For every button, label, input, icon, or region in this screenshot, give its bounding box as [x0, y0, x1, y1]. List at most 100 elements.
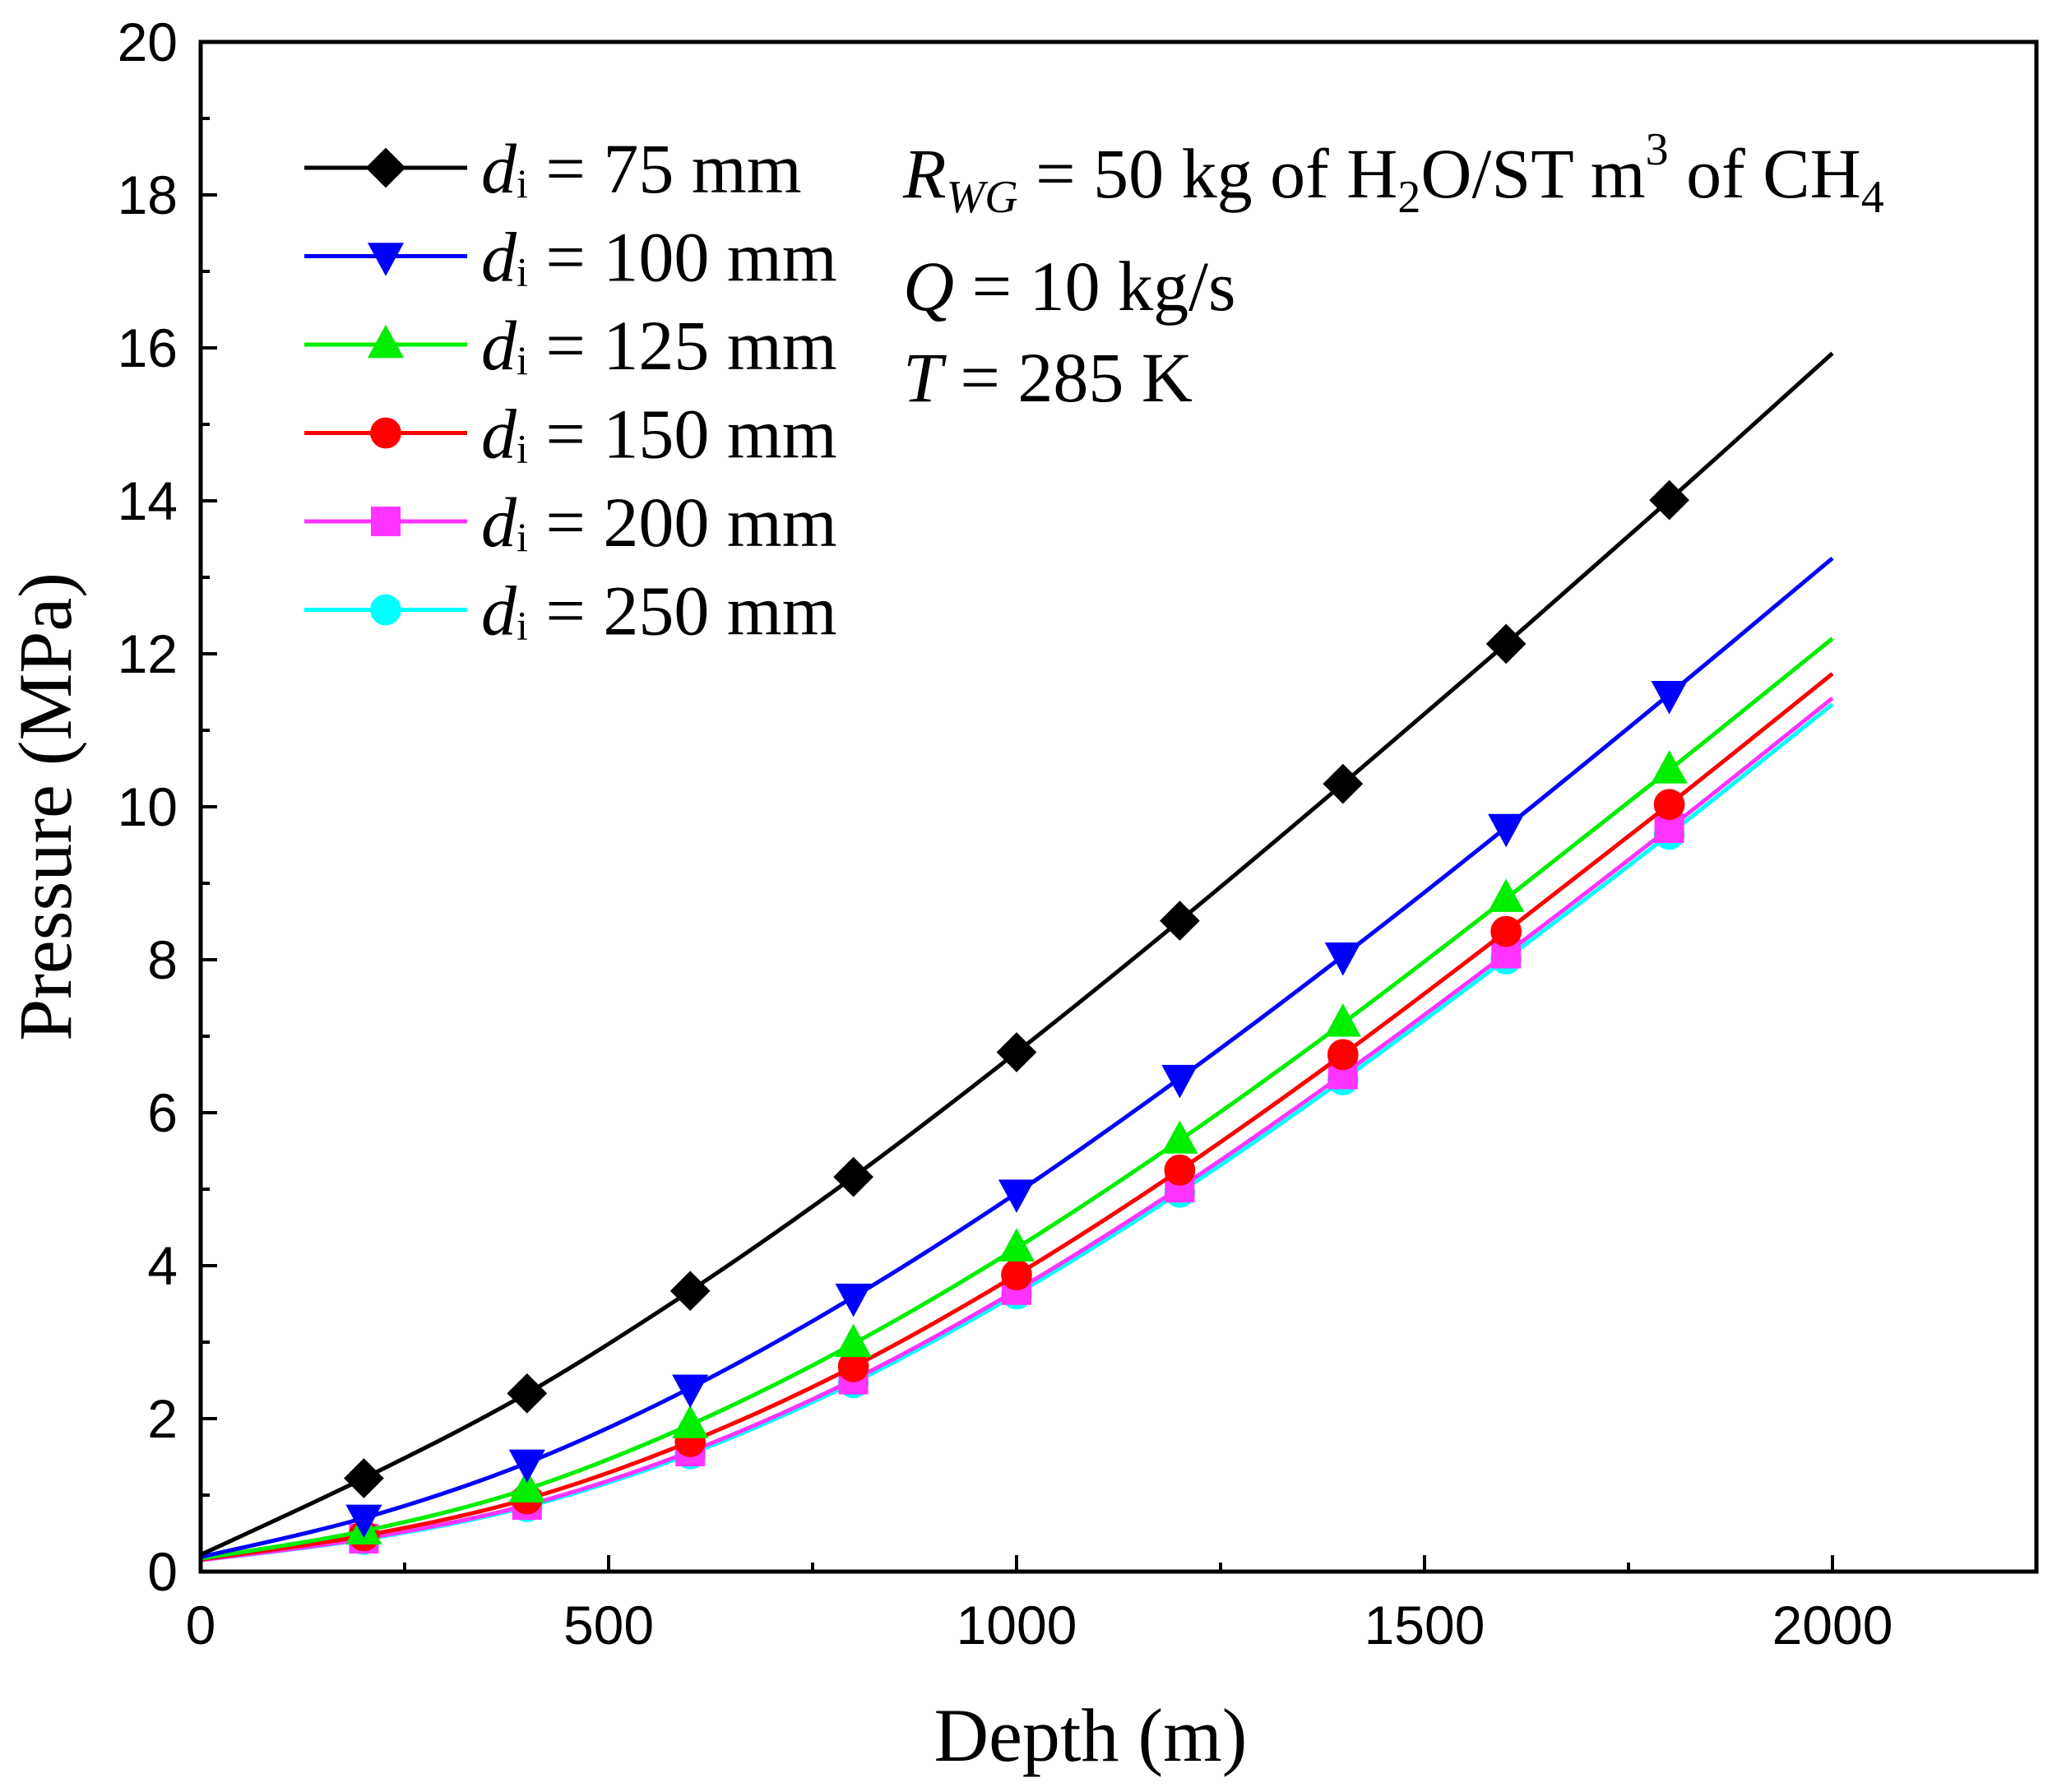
x-tick-label: 1500 [1364, 1595, 1485, 1655]
legend-label-sub: i [517, 160, 528, 206]
x-tick-label: 500 [563, 1595, 654, 1655]
data-point [1651, 680, 1688, 715]
legend-label: di = 100 mm [481, 218, 837, 297]
data-point [1490, 915, 1522, 947]
data-point [1491, 938, 1522, 969]
legend-label-text: = 250 mm [528, 572, 837, 651]
annotation-rwg-var: R [902, 134, 947, 213]
data-point [1324, 1003, 1361, 1037]
annotation-rwg-text1: = 50 kg of H [1018, 134, 1398, 213]
y-tick-label: 18 [118, 164, 178, 225]
data-point [1164, 1154, 1196, 1186]
data-point [672, 1374, 709, 1408]
annotation-rwg: RWG = 50 kg of H2O/ST m3 of CH4 [902, 124, 1884, 223]
annotation-q: Q = 10 kg/s [903, 247, 1235, 326]
legend-item-1: di = 75 mm [304, 129, 802, 208]
y-tick-label: 16 [118, 317, 178, 378]
annotation-t-text: = 285 K [943, 338, 1193, 417]
data-point [1488, 878, 1525, 912]
legend-label-var: d [481, 483, 517, 562]
x-tick-label: 0 [186, 1595, 216, 1655]
series-line [200, 637, 1834, 1561]
annotation-q-text: = 10 kg/s [954, 247, 1235, 326]
legend-swatch-marker [371, 507, 401, 536]
data-point [508, 1449, 545, 1484]
legend-swatch-marker [370, 594, 401, 626]
data-point [1327, 1039, 1359, 1071]
legend-label: di = 125 mm [481, 306, 837, 385]
data-point [1653, 789, 1685, 821]
legend-label-var: d [481, 572, 517, 651]
y-tick-label: 2 [147, 1388, 178, 1449]
data-point [835, 1283, 872, 1317]
data-point [1001, 1259, 1032, 1291]
legend-label-text: = 200 mm [528, 483, 837, 562]
legend-label-var: d [481, 129, 517, 208]
data-point [998, 1179, 1035, 1213]
legend-label-sub: i [517, 514, 528, 560]
data-point [1161, 1120, 1198, 1154]
legend-item-3: di = 125 mm [304, 306, 837, 385]
x-axis-title: Depth (m) [934, 1693, 1248, 1777]
y-tick-label: 14 [118, 470, 178, 531]
legend-item-2: di = 100 mm [304, 218, 837, 297]
ticks-layer: 0 500 1000 1500 2000 0 2 4 6 8 10 12 14 16 18 20 [118, 12, 1893, 1655]
legend-swatch-marker [365, 147, 406, 188]
series-line [199, 351, 1834, 1557]
plot-frame [198, 39, 2039, 1574]
legend-swatch-marker [370, 417, 401, 449]
annotation-q-var: Q [903, 247, 954, 326]
legend-label: di = 250 mm [481, 572, 837, 651]
data-point [1488, 813, 1525, 848]
legend-label-sub: i [517, 337, 528, 383]
data-point [669, 1271, 711, 1312]
annotation-rwg-sub3: 4 [1861, 172, 1884, 223]
legend-label-sub: i [517, 603, 528, 649]
annotation-rwg-sup: 3 [1646, 124, 1669, 175]
series-4 [200, 672, 1834, 1562]
legend-label-var: d [481, 218, 517, 297]
y-tick-label: 20 [118, 12, 178, 72]
series-2 [200, 556, 1834, 1559]
x-tick-label: 1000 [957, 1595, 1077, 1655]
data-point [507, 1373, 548, 1414]
legend-swatch-marker [367, 324, 405, 359]
annotation-rwg-sub2: 2 [1397, 172, 1420, 223]
data-point [345, 1504, 382, 1539]
data-point [1160, 901, 1200, 941]
y-tick-label: 12 [118, 623, 178, 684]
legend-item-4: di = 150 mm [304, 395, 837, 474]
data-point [344, 1458, 384, 1498]
legend-label-sub: i [517, 249, 528, 295]
data-point [1651, 750, 1688, 784]
annotation-rwg-text3: of CH [1669, 134, 1861, 213]
annotation-t-var: T [903, 338, 947, 417]
data-point [996, 1032, 1037, 1072]
y-tick-label: 0 [147, 1541, 178, 1602]
y-tick-label: 6 [147, 1082, 178, 1143]
data-point [1324, 942, 1361, 976]
annotation-t: T = 285 K [903, 338, 1193, 417]
annotation-rwg-sub: WG [947, 172, 1018, 223]
legend-label: di = 200 mm [481, 483, 837, 562]
y-axis-title: Pressure (MPa) [3, 572, 87, 1041]
data-point [508, 1469, 545, 1503]
legend-item-5: di = 200 mm [304, 483, 837, 562]
legend-swatch-marker [367, 243, 405, 276]
conditions-annotation: RWG = 50 kg of H2O/ST m3 of CH4 Q = 10 k… [902, 124, 1884, 417]
legend-item-6: di = 250 mm [304, 572, 837, 651]
annotation-rwg-text2: O/ST m [1420, 134, 1645, 213]
legend-label-text: = 150 mm [528, 395, 837, 474]
data-point [1161, 1064, 1198, 1099]
legend-label-text: = 100 mm [528, 218, 837, 297]
data-point [1649, 479, 1689, 521]
data-point [672, 1405, 709, 1438]
legend-label-text: = 75 mm [528, 129, 802, 208]
data-point [833, 1156, 873, 1197]
y-tick-label: 8 [147, 929, 178, 990]
data-point [1485, 623, 1527, 664]
legend-label: di = 150 mm [481, 395, 837, 474]
